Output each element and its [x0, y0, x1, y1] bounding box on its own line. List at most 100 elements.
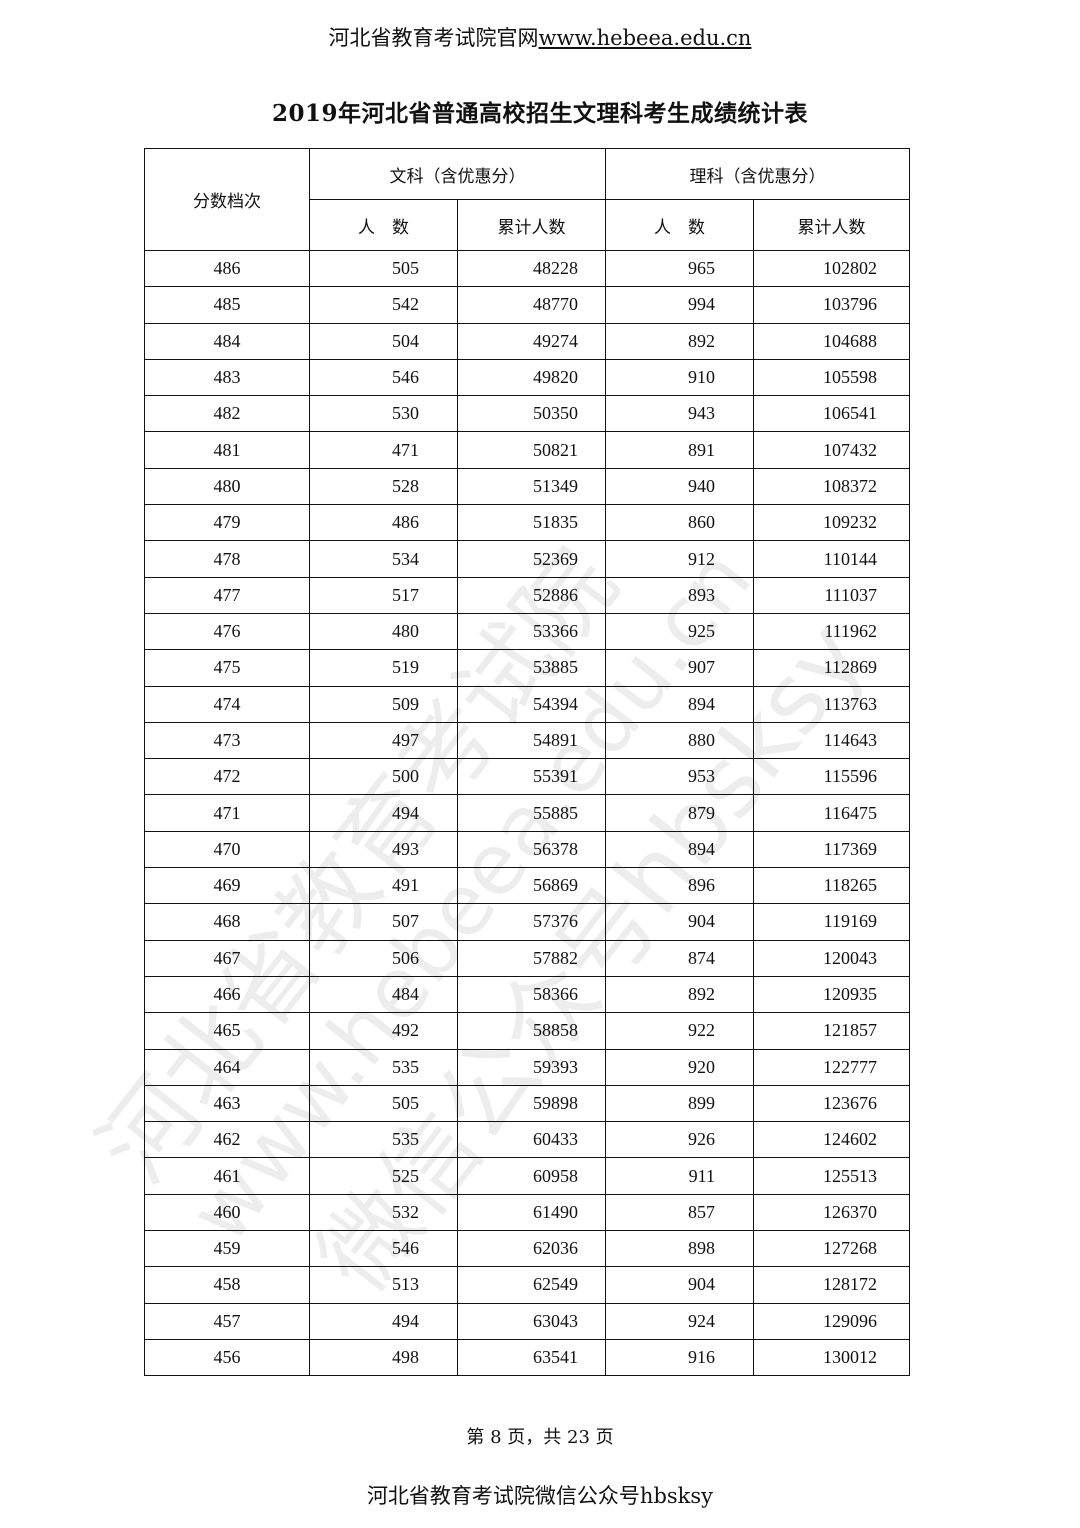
liberal-count-cell: 542	[309, 286, 458, 324]
table-row: 484 504 49274 892 104688	[144, 322, 910, 360]
score-cell: 475	[144, 649, 310, 687]
liberal-cumulative-cell: 63043	[457, 1302, 606, 1340]
science-cumulative-cell: 104688	[753, 322, 910, 360]
table-row: 476 480 53366 925 111962	[144, 612, 910, 651]
liberal-count-cell: 494	[309, 794, 458, 832]
table-row: 463 505 59898 899 123676	[144, 1084, 910, 1123]
liberal-count-cell: 528	[309, 467, 458, 506]
liberal-count-cell: 530	[309, 395, 458, 433]
science-count-cell: 953	[605, 758, 754, 796]
table-row: 466 484 58366 892 120935	[144, 975, 910, 1014]
liberal-cumulative-cell: 60433	[457, 1121, 606, 1159]
liberal-cumulative-cell: 53885	[457, 649, 606, 687]
table-row: 465 492 58858 922 121857	[144, 1012, 910, 1050]
science-cumulative-cell: 103796	[753, 286, 910, 324]
score-cell: 466	[144, 975, 310, 1014]
score-cell: 482	[144, 395, 310, 433]
score-cell: 477	[144, 576, 310, 614]
table-row: 464 535 59393 920 122777	[144, 1048, 910, 1086]
liberal-cumulative-cell: 51835	[457, 504, 606, 542]
table-row: 477 517 52886 893 111037	[144, 576, 910, 614]
table-row: 475 519 53885 907 112869	[144, 649, 910, 687]
score-cell: 476	[144, 612, 310, 651]
liberal-cumulative-header: 累计人数	[457, 199, 606, 251]
score-cell: 474	[144, 685, 310, 723]
science-header: 理科（含优惠分）	[605, 148, 910, 200]
science-count-cell: 860	[605, 504, 754, 542]
liberal-count-cell: 517	[309, 576, 458, 614]
page-number: 第 8 页，共 23 页	[466, 1427, 614, 1448]
science-cumulative-cell: 123676	[753, 1084, 910, 1123]
liberal-count-cell: 486	[309, 504, 458, 542]
score-cell: 485	[144, 286, 310, 324]
science-cumulative-cell: 114643	[753, 721, 910, 760]
liberal-cumulative-cell: 57376	[457, 903, 606, 941]
science-count-cell: 879	[605, 794, 754, 832]
score-cell: 472	[144, 758, 310, 796]
table-row: 456 498 63541 916 130012	[144, 1338, 910, 1377]
science-count-cell: 940	[605, 467, 754, 506]
table-row: 485 542 48770 994 103796	[144, 286, 910, 324]
science-cumulative-header: 累计人数	[753, 199, 910, 251]
liberal-cumulative-cell: 62549	[457, 1266, 606, 1304]
science-cumulative-cell: 121857	[753, 1012, 910, 1050]
liberal-cumulative-cell: 56869	[457, 867, 606, 905]
science-cumulative-cell: 111962	[753, 612, 910, 651]
science-cumulative-cell: 120043	[753, 939, 910, 977]
table-row: 462 535 60433 926 124602	[144, 1121, 910, 1159]
liberal-count-cell: 498	[309, 1338, 458, 1377]
liberal-cumulative-cell: 58858	[457, 1012, 606, 1050]
science-cumulative-cell: 112869	[753, 649, 910, 687]
liberal-count-cell: 504	[309, 322, 458, 360]
liberal-cumulative-cell: 61490	[457, 1193, 606, 1232]
table-row: 483 546 49820 910 105598	[144, 358, 910, 397]
score-cell: 463	[144, 1084, 310, 1123]
science-count-cell: 920	[605, 1048, 754, 1086]
table-row: 480 528 51349 940 108372	[144, 467, 910, 506]
science-count-cell: 943	[605, 395, 754, 433]
science-count-cell: 925	[605, 612, 754, 651]
science-count-cell: 926	[605, 1121, 754, 1159]
table-row: 457 494 63043 924 129096	[144, 1302, 910, 1340]
science-cumulative-cell: 128172	[753, 1266, 910, 1304]
science-cumulative-cell: 119169	[753, 903, 910, 941]
science-count-cell: 965	[605, 249, 754, 288]
liberal-count-cell: 493	[309, 830, 458, 869]
liberal-count-cell: 484	[309, 975, 458, 1014]
liberal-cumulative-cell: 57882	[457, 939, 606, 977]
liberal-count-cell: 535	[309, 1121, 458, 1159]
science-cumulative-cell: 126370	[753, 1193, 910, 1232]
liberal-count-cell: 492	[309, 1012, 458, 1050]
science-cumulative-cell: 105598	[753, 358, 910, 397]
liberal-cumulative-cell: 56378	[457, 830, 606, 869]
table-row: 479 486 51835 860 109232	[144, 504, 910, 542]
science-cumulative-cell: 129096	[753, 1302, 910, 1340]
liberal-count-cell: 507	[309, 903, 458, 941]
score-cell: 467	[144, 939, 310, 977]
score-cell: 471	[144, 794, 310, 832]
liberal-cumulative-cell: 55885	[457, 794, 606, 832]
table-row: 469 491 56869 896 118265	[144, 867, 910, 905]
liberal-cumulative-cell: 49820	[457, 358, 606, 397]
table-row: 481 471 50821 891 107432	[144, 431, 910, 469]
liberal-cumulative-cell: 48228	[457, 249, 606, 288]
science-cumulative-cell: 116475	[753, 794, 910, 832]
score-cell: 459	[144, 1230, 310, 1268]
table-row: 474 509 54394 894 113763	[144, 685, 910, 723]
liberal-count-cell: 546	[309, 358, 458, 397]
score-cell: 473	[144, 721, 310, 760]
liberal-count-cell: 513	[309, 1266, 458, 1304]
wechat-footer: 河北省教育考试院微信公众号hbsksy	[366, 1484, 714, 1508]
science-cumulative-cell: 122777	[753, 1048, 910, 1086]
table-row: 459 546 62036 898 127268	[144, 1230, 910, 1268]
science-cumulative-cell: 115596	[753, 758, 910, 796]
science-cumulative-cell: 110144	[753, 540, 910, 578]
science-cumulative-cell: 106541	[753, 395, 910, 433]
liberal-cumulative-cell: 63541	[457, 1338, 606, 1377]
site-url-link[interactable]: www.hebeea.edu.cn	[538, 26, 752, 50]
science-count-cell: 891	[605, 431, 754, 469]
liberal-count-cell: 494	[309, 1302, 458, 1340]
liberal-cumulative-cell: 54394	[457, 685, 606, 723]
score-cell: 481	[144, 431, 310, 469]
table-row: 458 513 62549 904 128172	[144, 1266, 910, 1304]
